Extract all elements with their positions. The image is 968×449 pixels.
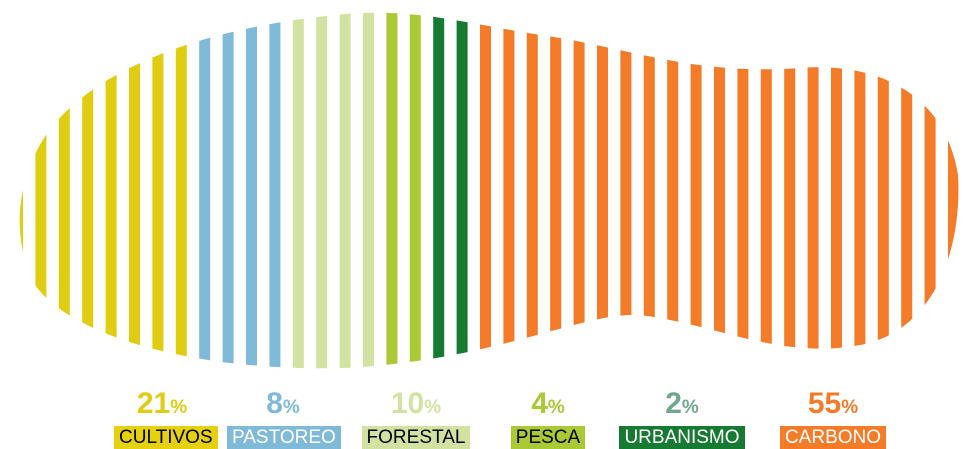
- stripe-carbono: [643, 12, 655, 369]
- stripe-group: [19, 12, 959, 369]
- stripe-carbono: [760, 12, 772, 369]
- label-carbono: CARBONO: [779, 426, 887, 449]
- stripe-carbono: [948, 12, 959, 369]
- stripe-carbono: [784, 12, 796, 369]
- stripe-cultivos: [82, 12, 94, 369]
- legend-item-carbono: 55% CARBONO: [766, 388, 900, 449]
- stripe-carbono: [690, 12, 702, 369]
- stripe-carbono: [620, 12, 632, 369]
- stripe-pastoreo: [222, 12, 234, 369]
- stripe-carbono: [667, 12, 679, 369]
- stripe-carbono: [831, 12, 842, 369]
- stripe-carbono: [526, 12, 538, 369]
- percent-forestal: 10%: [390, 387, 442, 420]
- stripe-carbono: [877, 12, 889, 369]
- stripe-urbanismo: [433, 12, 445, 369]
- stripe-forestal: [292, 12, 304, 369]
- label-pesca: PESCA: [510, 426, 586, 449]
- stripe-carbono: [480, 12, 491, 369]
- percent-carbono: 55%: [807, 387, 859, 420]
- legend-item-forestal: 10% FORESTAL: [353, 388, 479, 449]
- legend-item-cultivos: 21% CULTIVOS: [114, 387, 218, 449]
- stripe-pastoreo: [246, 12, 257, 369]
- stripe-carbono: [503, 12, 515, 369]
- stripe-carbono: [854, 12, 866, 369]
- stripe-carbono: [597, 12, 608, 369]
- stripe-pesca: [386, 12, 398, 369]
- stripe-carbono: [901, 12, 913, 369]
- stripe-cultivos: [19, 12, 23, 369]
- stripe-carbono: [714, 12, 725, 369]
- stripe-forestal: [363, 12, 374, 369]
- label-cultivos: CULTIVOS: [114, 426, 218, 449]
- stripe-forestal: [316, 12, 328, 369]
- legend-item-pesca: 4% PESCA: [506, 388, 590, 449]
- stripe-carbono: [573, 12, 585, 369]
- percent-pesca: 4%: [531, 387, 565, 420]
- stripe-pastoreo: [269, 12, 281, 369]
- percent-pastoreo: 8%: [266, 387, 300, 420]
- stripe-pastoreo: [199, 12, 211, 369]
- stripe-cultivos: [35, 12, 47, 369]
- stripe-carbono: [550, 12, 562, 369]
- stripe-carbono: [924, 12, 936, 369]
- stripe-cultivos: [58, 12, 70, 369]
- label-pastoreo: PASTOREO: [227, 426, 341, 449]
- stripe-pesca: [409, 12, 421, 369]
- stripe-carbono: [807, 12, 819, 369]
- stripe-cultivos: [152, 12, 164, 369]
- legend-item-pastoreo: 8% PASTOREO: [227, 387, 341, 449]
- stripe-cultivos: [105, 12, 117, 369]
- legend-item-urbanismo: 2% URBANISMO: [608, 388, 756, 449]
- stripe-cultivos: [175, 12, 187, 369]
- percent-cultivos: 21%: [136, 387, 188, 420]
- stripe-urbanismo: [456, 12, 468, 369]
- percent-urbanismo: 2%: [665, 387, 699, 420]
- stripe-forestal: [339, 12, 351, 369]
- label-forestal: FORESTAL: [361, 426, 471, 449]
- stripe-cultivos: [129, 12, 140, 369]
- stripe-carbono: [737, 12, 749, 369]
- label-urbanismo: URBANISMO: [619, 426, 745, 449]
